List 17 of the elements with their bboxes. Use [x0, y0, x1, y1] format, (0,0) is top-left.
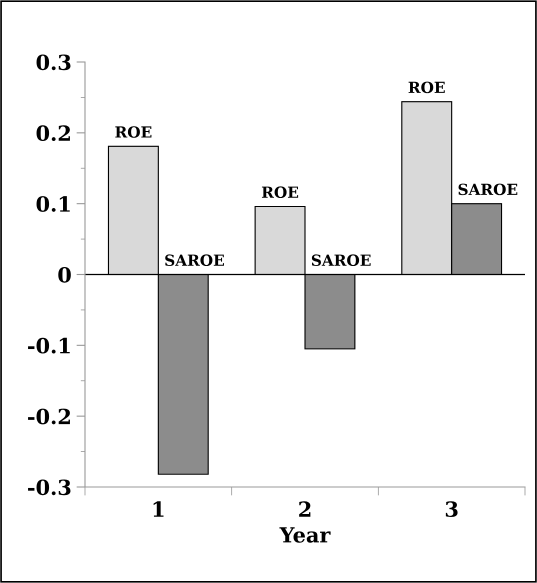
- series-label: ROE: [115, 126, 152, 138]
- x-axis-title: Year: [279, 527, 331, 543]
- y-tick-label: -0.2: [28, 408, 70, 424]
- y-tick-label: -0.3: [28, 479, 70, 496]
- y-tick-label: 0.1: [36, 196, 70, 212]
- text: ROE: [408, 82, 445, 94]
- y-tick-label: 0.2: [36, 125, 70, 142]
- x-tick-label: 2: [299, 501, 310, 517]
- text: SAROE: [458, 184, 518, 196]
- series-label: SAROE: [165, 254, 224, 266]
- text: SAROE: [312, 254, 371, 266]
- y-tick-label: 0: [58, 266, 71, 283]
- y-tick-label: -0.1: [28, 338, 70, 354]
- text: ROE: [262, 186, 298, 198]
- x-tick-label: 1: [154, 501, 164, 517]
- x-tick-label: 3: [446, 501, 458, 518]
- y-tick-label: 0.3: [36, 54, 70, 70]
